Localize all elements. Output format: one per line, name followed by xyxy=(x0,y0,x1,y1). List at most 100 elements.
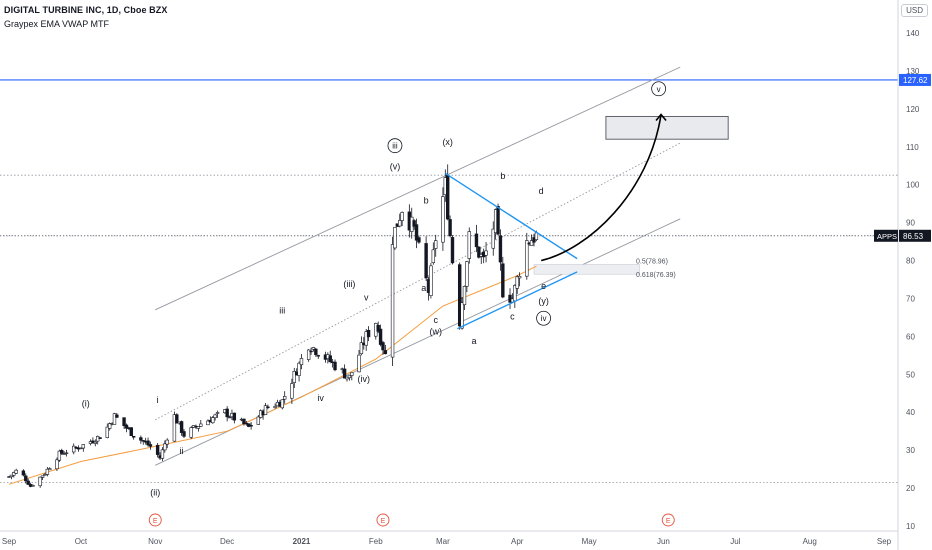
candle-body xyxy=(414,224,419,241)
candle-body xyxy=(393,227,397,249)
candle-body xyxy=(196,426,201,429)
last-price-tag xyxy=(899,229,931,242)
indicator-legend: Graypex EMA VWAP MTF xyxy=(4,19,110,29)
x-tick-label: Nov xyxy=(148,537,162,546)
candle-body xyxy=(484,250,488,256)
earnings-marker-label: E xyxy=(381,518,386,525)
candle-body xyxy=(383,350,388,355)
candle-body xyxy=(14,469,18,474)
y-tick-label: 90 xyxy=(906,219,915,228)
candle-body xyxy=(309,350,313,353)
earnings-marker xyxy=(148,513,162,527)
candle-body xyxy=(213,414,217,418)
candle-body xyxy=(496,206,500,235)
ticker-label: APPS xyxy=(877,232,897,241)
wave-label: iv xyxy=(541,314,547,323)
wave-label: (x) xyxy=(442,137,453,147)
candle-body xyxy=(292,371,296,383)
candle-body xyxy=(517,275,522,279)
candle-body xyxy=(441,196,445,243)
candle-body xyxy=(182,431,186,437)
resistance-price-tag xyxy=(899,73,931,86)
x-tick-label: Jun xyxy=(657,537,670,546)
candle-body xyxy=(242,418,246,425)
candle-body xyxy=(160,449,165,459)
x-tick-label: Feb xyxy=(369,537,383,546)
candle-body xyxy=(467,231,471,259)
target-zone-box xyxy=(605,115,729,140)
candle-body xyxy=(72,445,76,453)
candle-body xyxy=(474,233,479,248)
candle-body xyxy=(232,412,237,421)
candle-body xyxy=(91,440,95,443)
x-tick-label: Dec xyxy=(220,537,234,546)
candle-body xyxy=(529,240,534,246)
arrow-layer xyxy=(541,113,667,262)
candle-body xyxy=(31,485,35,487)
candle-body xyxy=(434,240,438,249)
candle-body xyxy=(57,450,62,461)
candle-body xyxy=(98,437,102,439)
candle-body xyxy=(328,355,332,362)
candle-body xyxy=(211,417,215,424)
y-tick-label: 80 xyxy=(906,257,915,266)
last-price-label: 86.53 xyxy=(903,232,924,241)
candle-body xyxy=(460,302,464,329)
wave-label-circle xyxy=(536,310,551,326)
candle-body xyxy=(112,413,117,425)
candle-body xyxy=(457,264,462,327)
candle-body xyxy=(314,348,318,355)
candle-body xyxy=(12,472,16,476)
candle-body xyxy=(115,414,119,418)
candle-body xyxy=(26,480,30,485)
wave-label-circle xyxy=(387,138,403,154)
candle-body xyxy=(225,408,229,418)
y-tick-label: 100 xyxy=(906,181,920,190)
candle-body xyxy=(263,405,268,415)
wave-label: (v) xyxy=(390,162,401,172)
wave-label: (iv) xyxy=(358,374,371,384)
earnings-marker xyxy=(661,513,675,527)
candle-body xyxy=(227,416,232,419)
x-tick-label: Aug xyxy=(803,537,817,546)
projection-arrow xyxy=(541,114,662,262)
currency-badge[interactable]: USD xyxy=(901,4,928,17)
y-tick-label: 120 xyxy=(906,105,920,114)
wave-label: ii xyxy=(180,446,184,456)
candle-body xyxy=(81,444,86,449)
candle-body xyxy=(55,459,59,470)
candle-body xyxy=(206,420,210,426)
candle-body xyxy=(299,358,304,366)
box-layer: 0.5(78.96) 0.618(76.39) xyxy=(533,115,729,279)
ticker-tag xyxy=(874,229,898,242)
candle-body xyxy=(62,453,66,455)
candle-body xyxy=(105,426,109,438)
candle-body xyxy=(122,417,126,426)
wave-label: iii xyxy=(279,306,285,316)
y-tick-label: 140 xyxy=(906,29,920,38)
y-tick-label: 130 xyxy=(906,67,920,76)
candle-body xyxy=(364,331,368,346)
y-tick-label: 60 xyxy=(906,332,915,341)
triangle-line xyxy=(444,172,578,260)
candle-body xyxy=(129,427,133,437)
candle-body xyxy=(450,237,455,264)
candle-body xyxy=(175,414,179,424)
candle-body xyxy=(146,440,150,446)
candle-body xyxy=(21,470,26,476)
wave-label: (ii) xyxy=(150,488,160,498)
candle-body xyxy=(60,450,64,454)
wave-label: (y) xyxy=(538,296,549,306)
y-tick-label: 10 xyxy=(906,522,915,531)
candle-body xyxy=(448,219,452,237)
vwap-layer xyxy=(8,265,537,485)
chart-title: DIGITAL TURBINE INC, 1D, Cboe BZX xyxy=(4,5,168,15)
wave-label: v xyxy=(364,292,369,302)
candle-body xyxy=(297,362,301,376)
y-tick-label: 110 xyxy=(906,143,919,152)
y-tick-label: 20 xyxy=(906,484,915,493)
candle-body xyxy=(273,406,277,408)
candle-body xyxy=(366,329,371,338)
